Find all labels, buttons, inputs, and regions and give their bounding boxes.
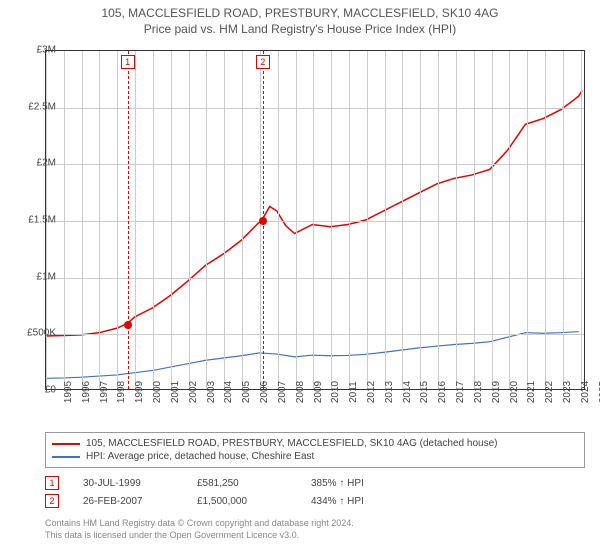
- chart-container: 105, MACCLESFIELD ROAD, PRESTBURY, MACCL…: [0, 0, 600, 560]
- legend-swatch-address: [52, 443, 80, 445]
- xtick-label: 2025: [580, 381, 600, 403]
- gridline-v: [278, 51, 279, 389]
- sale-row: 2 26-FEB-2007 £1,500,000 434% ↑ HPI: [45, 492, 585, 510]
- gridline-v: [153, 51, 154, 389]
- legend-row-hpi: HPI: Average price, detached house, Ches…: [52, 450, 578, 463]
- ytick-label: £1M: [37, 271, 56, 282]
- sale-date: 26-FEB-2007: [83, 496, 173, 507]
- gridline-v: [331, 51, 332, 389]
- footer: Contains HM Land Registry data © Crown c…: [45, 518, 354, 541]
- gridline-v: [385, 51, 386, 389]
- gridline-v: [492, 51, 493, 389]
- gridline-v: [99, 51, 100, 389]
- title-line-2: Price paid vs. HM Land Registry's House …: [10, 22, 590, 38]
- sale-row: 1 30-JUL-1999 £581,250 385% ↑ HPI: [45, 474, 585, 492]
- gridline-v: [135, 51, 136, 389]
- plot-region: 12: [45, 50, 585, 390]
- ytick-label: £500K: [27, 328, 56, 339]
- gridline-v: [509, 51, 510, 389]
- ytick-label: £0: [45, 385, 56, 396]
- sale-pct: 385% ↑ HPI: [311, 478, 401, 489]
- gridline-v: [367, 51, 368, 389]
- ytick-label: £2.5M: [28, 101, 56, 112]
- gridline-v: [206, 51, 207, 389]
- sale-point: [259, 217, 267, 225]
- gridline-v: [349, 51, 350, 389]
- gridline-v: [313, 51, 314, 389]
- sale-num-box: 1: [45, 476, 59, 490]
- sales-table: 1 30-JUL-1999 £581,250 385% ↑ HPI 2 26-FEB-20…: [45, 474, 585, 510]
- event-marker-box: 1: [121, 55, 135, 69]
- gridline-v: [224, 51, 225, 389]
- gridline-v: [545, 51, 546, 389]
- footer-line-1: Contains HM Land Registry data © Crown c…: [45, 518, 354, 530]
- sale-point: [124, 321, 132, 329]
- legend-label-hpi: HPI: Average price, detached house, Ches…: [86, 451, 314, 462]
- gridline-v: [563, 51, 564, 389]
- gridline-v: [581, 51, 582, 389]
- footer-line-2: This data is licensed under the Open Gov…: [45, 530, 354, 542]
- legend: 105, MACCLESFIELD ROAD, PRESTBURY, MACCL…: [45, 432, 585, 468]
- legend-label-address: 105, MACCLESFIELD ROAD, PRESTBURY, MACCL…: [86, 438, 497, 449]
- gridline-v: [474, 51, 475, 389]
- gridline-v: [438, 51, 439, 389]
- gridline-v: [189, 51, 190, 389]
- gridline-v: [171, 51, 172, 389]
- legend-swatch-hpi: [52, 456, 80, 458]
- chart-area: 12 1995199619971998199920002001200220032…: [45, 50, 585, 390]
- gridline-v: [82, 51, 83, 389]
- gridline-v: [296, 51, 297, 389]
- sale-pct: 434% ↑ HPI: [311, 496, 401, 507]
- gridline-v: [527, 51, 528, 389]
- event-marker-box: 2: [256, 55, 270, 69]
- gridline-v: [420, 51, 421, 389]
- sale-price: £1,500,000: [197, 496, 287, 507]
- sale-price: £581,250: [197, 478, 287, 489]
- gridline-v: [402, 51, 403, 389]
- ytick-label: £2M: [37, 158, 56, 169]
- sale-num-box: 2: [45, 494, 59, 508]
- gridline-v: [242, 51, 243, 389]
- event-line: [128, 51, 129, 389]
- legend-row-address: 105, MACCLESFIELD ROAD, PRESTBURY, MACCL…: [52, 437, 578, 450]
- title-line-1: 105, MACCLESFIELD ROAD, PRESTBURY, MACCL…: [10, 6, 590, 22]
- gridline-v: [117, 51, 118, 389]
- title-block: 105, MACCLESFIELD ROAD, PRESTBURY, MACCL…: [0, 0, 600, 37]
- ytick-label: £1.5M: [28, 215, 56, 226]
- sale-date: 30-JUL-1999: [83, 478, 173, 489]
- ytick-label: £3M: [37, 45, 56, 56]
- gridline-v: [456, 51, 457, 389]
- gridline-v: [64, 51, 65, 389]
